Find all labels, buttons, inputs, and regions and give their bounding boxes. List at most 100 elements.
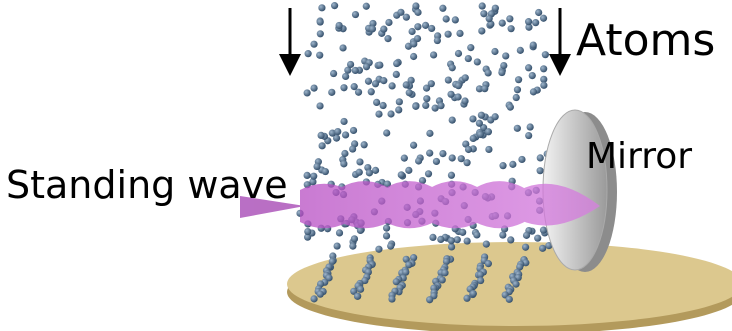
atom <box>447 91 454 98</box>
atom <box>372 80 379 87</box>
atom <box>319 142 326 149</box>
atom <box>514 86 521 93</box>
atom <box>426 150 433 157</box>
atom <box>365 78 372 85</box>
atom <box>317 291 324 298</box>
atom <box>448 243 455 250</box>
atom <box>529 72 536 79</box>
atom <box>384 35 391 42</box>
atom <box>513 94 520 101</box>
atom <box>369 25 376 32</box>
atom <box>356 158 363 165</box>
atom <box>339 44 346 51</box>
atom <box>498 69 505 76</box>
atom <box>317 18 324 25</box>
atom <box>375 246 382 253</box>
atom <box>467 44 474 51</box>
atom <box>428 25 435 32</box>
atom <box>352 67 359 74</box>
atom <box>405 167 412 174</box>
atom <box>429 234 436 241</box>
atom <box>310 295 317 302</box>
atom <box>461 97 468 104</box>
atom <box>478 112 485 119</box>
atom <box>340 118 347 125</box>
atom <box>463 295 470 302</box>
atom <box>437 102 444 109</box>
atom <box>430 51 437 58</box>
atom <box>473 231 480 238</box>
atom <box>469 115 476 122</box>
atom <box>434 37 441 44</box>
atom <box>470 290 477 297</box>
atom <box>387 110 394 117</box>
atom <box>310 173 317 180</box>
atom <box>316 102 323 109</box>
atom <box>388 295 395 302</box>
atom <box>347 61 354 68</box>
atom <box>342 73 349 80</box>
atom <box>540 227 547 234</box>
atom <box>349 243 356 250</box>
atom <box>441 269 448 276</box>
atom <box>459 229 466 236</box>
atom <box>313 163 320 170</box>
atom <box>317 30 324 37</box>
atom <box>373 99 380 106</box>
atom <box>525 132 532 139</box>
atom <box>387 243 394 250</box>
standing-wave-beam <box>240 181 600 228</box>
atom <box>515 76 522 83</box>
atom <box>401 155 408 162</box>
atom <box>499 231 506 238</box>
atom <box>361 141 368 148</box>
atom <box>523 232 530 239</box>
atom <box>492 113 499 120</box>
atom <box>352 11 359 18</box>
atom <box>464 237 471 244</box>
atom <box>304 172 311 179</box>
atom <box>514 125 521 132</box>
atom <box>455 93 462 100</box>
atom <box>443 15 450 22</box>
atom <box>366 169 373 176</box>
atom <box>396 98 403 105</box>
atom <box>383 129 390 136</box>
atom <box>393 60 400 67</box>
atom <box>485 146 492 153</box>
atom <box>341 150 348 157</box>
atom <box>393 278 400 285</box>
atom <box>448 172 455 179</box>
atom <box>305 50 312 57</box>
atom <box>463 159 470 166</box>
atom <box>465 146 472 153</box>
atom <box>476 120 483 127</box>
atom <box>422 102 429 109</box>
atom <box>336 22 343 29</box>
atom <box>340 84 347 91</box>
atom <box>383 232 390 239</box>
atom <box>414 9 421 16</box>
atom <box>415 157 422 164</box>
atom <box>330 70 337 77</box>
atom <box>500 62 507 69</box>
atom <box>389 82 396 89</box>
atom <box>445 76 452 83</box>
atom <box>310 41 317 48</box>
atom <box>539 245 546 252</box>
atom <box>397 9 404 16</box>
atom <box>437 236 444 243</box>
atom <box>414 23 421 30</box>
atom <box>412 103 419 110</box>
atom <box>486 15 493 22</box>
atom <box>426 296 433 303</box>
atom <box>448 237 455 244</box>
atom <box>318 4 325 11</box>
diagram: Atoms Standing wave Mirror <box>0 0 732 331</box>
atom <box>380 77 387 84</box>
atom <box>355 89 362 96</box>
atom <box>363 3 370 10</box>
atom <box>331 2 338 9</box>
atom <box>410 142 417 149</box>
atom <box>449 64 456 71</box>
